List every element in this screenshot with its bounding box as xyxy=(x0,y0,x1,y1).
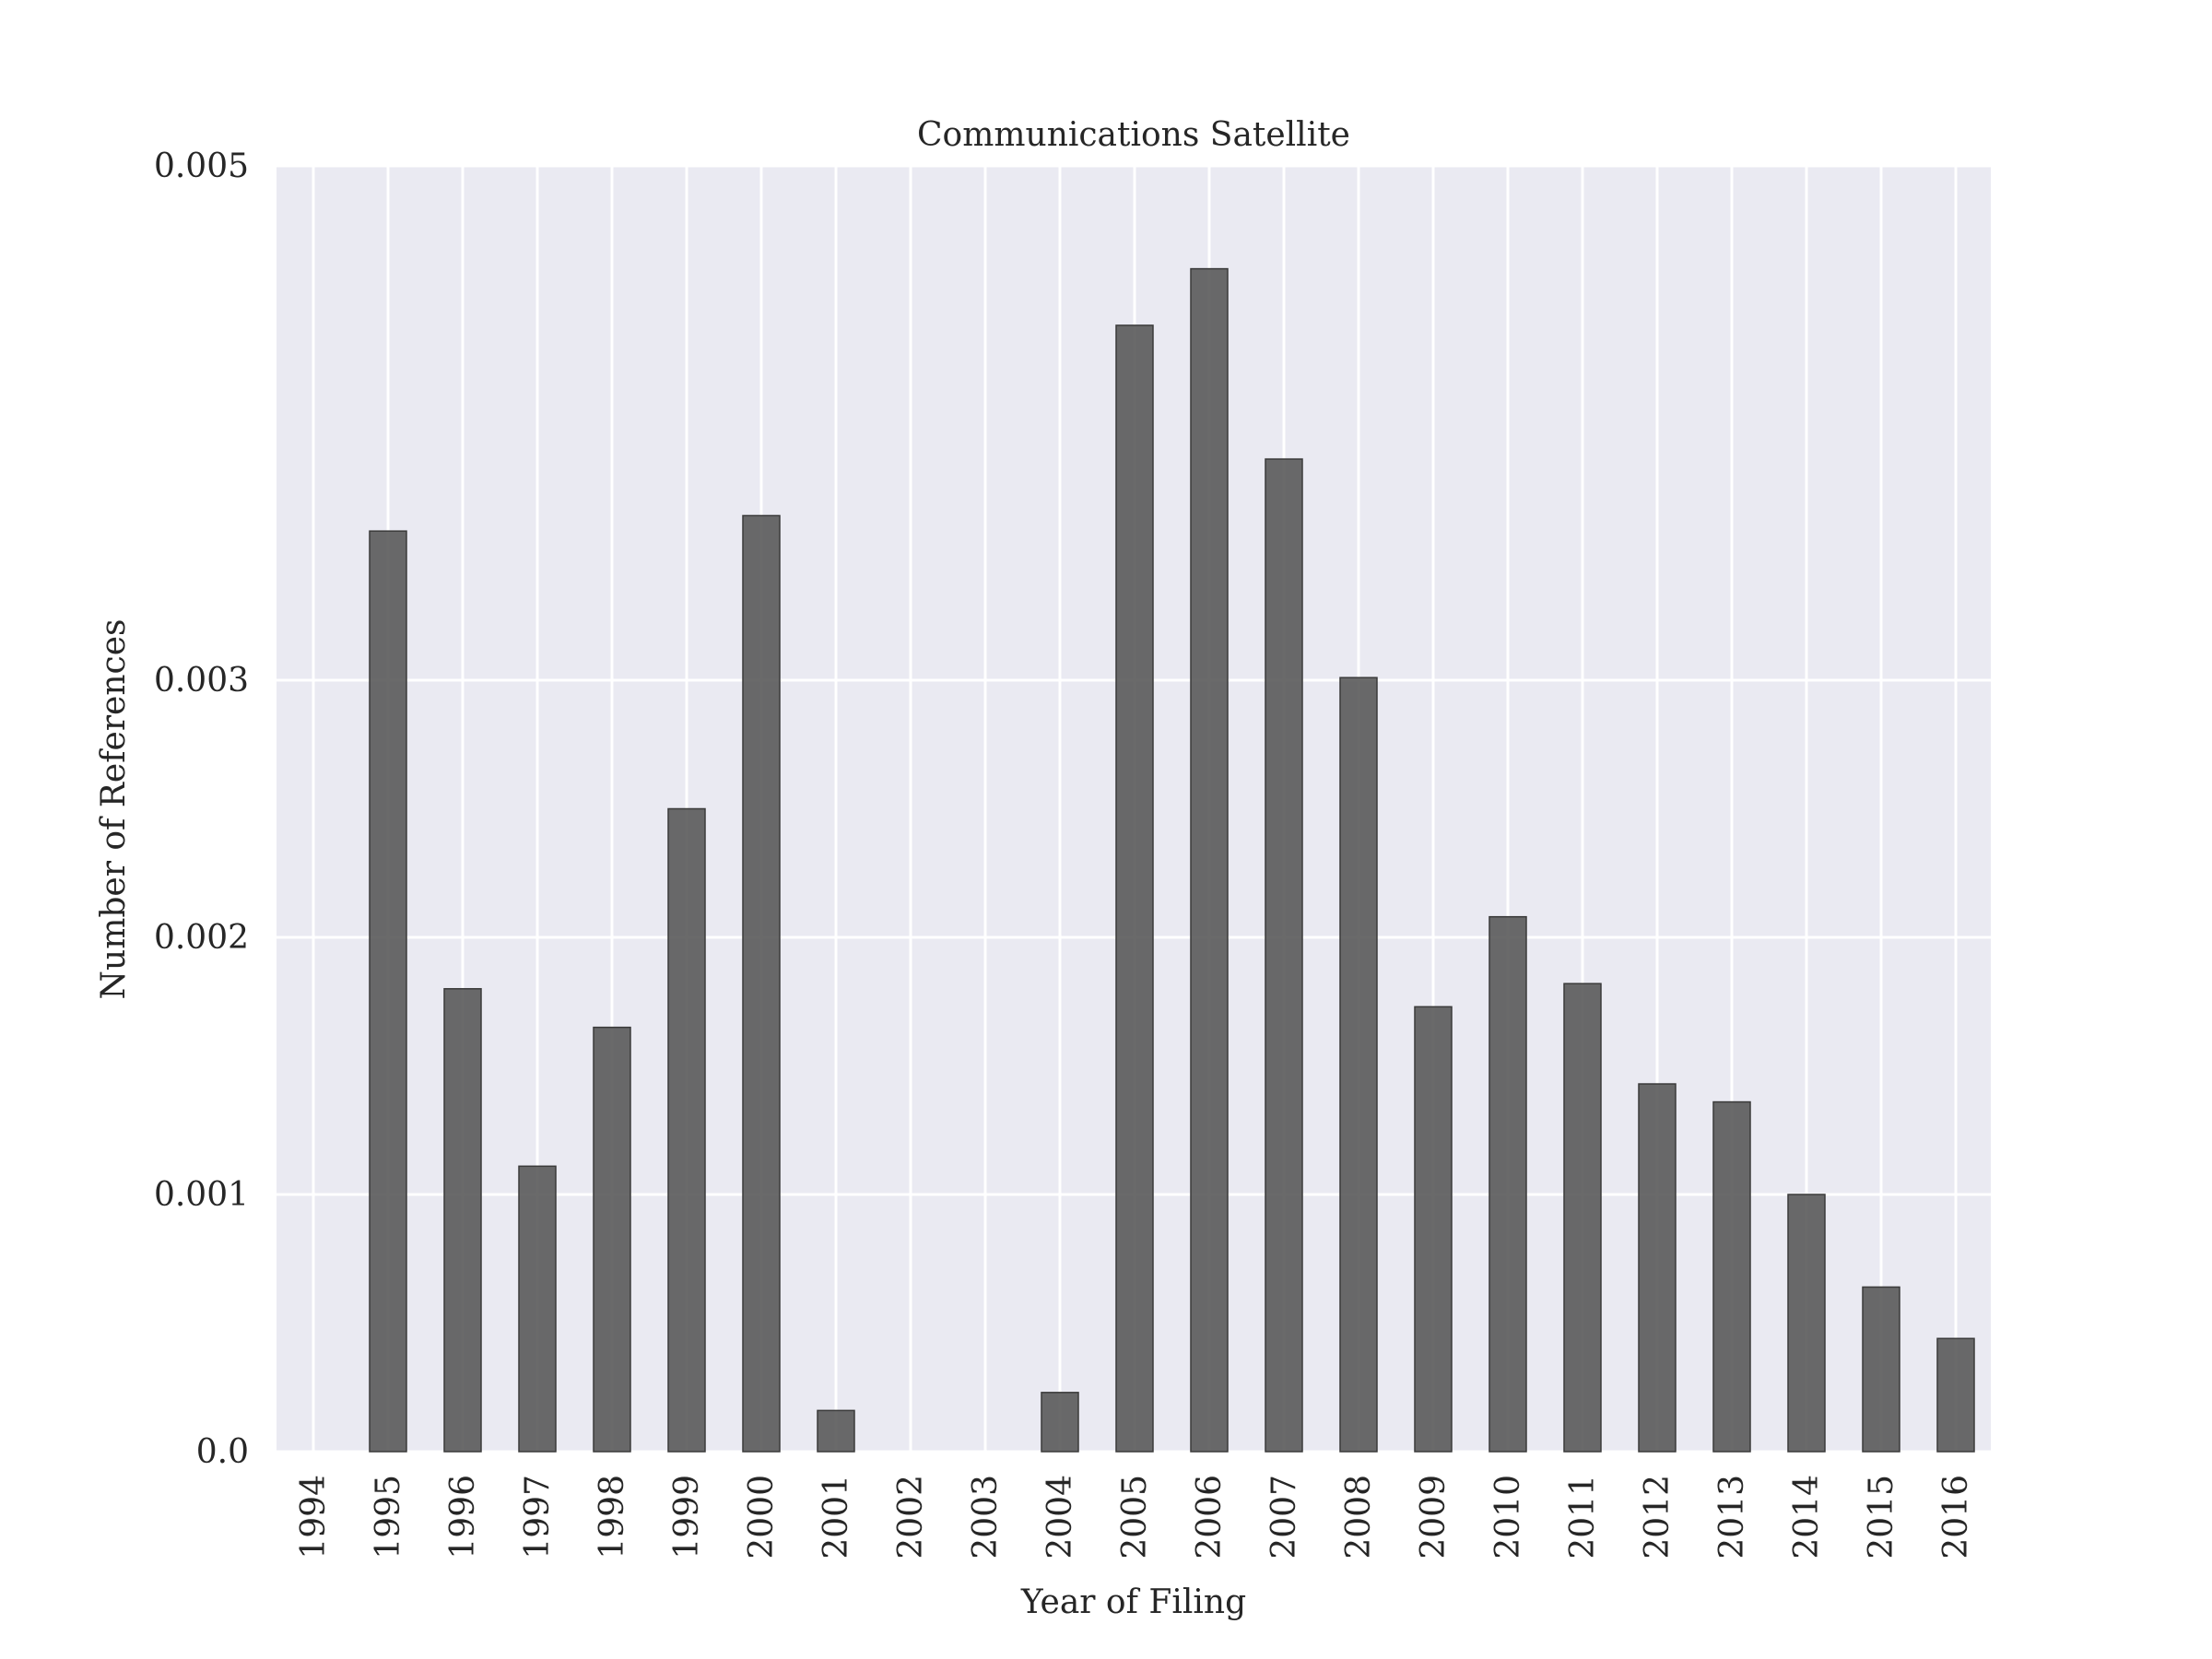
x-tick-label: 2010 xyxy=(1489,1475,1527,1559)
y-tick-label: 0.003 xyxy=(154,662,249,700)
x-tick-label: 1994 xyxy=(295,1475,333,1559)
bar-2009 xyxy=(1414,1006,1453,1453)
x-tick-label: 2001 xyxy=(818,1475,855,1559)
bar-2004 xyxy=(1041,1392,1079,1453)
x-tick-label: 2002 xyxy=(892,1475,930,1559)
x-tick-labels: 1994 1995 1996 1997 1998 1999 2000 2001 2002 2003… xyxy=(295,1475,1975,1559)
x-tick-label: 2013 xyxy=(1713,1475,1751,1559)
y-axis-label: Number of References xyxy=(95,619,133,1000)
bar-1996 xyxy=(443,988,482,1453)
y-tick-labels: 0.0 0.001 0.002 0.003 0.005 xyxy=(154,147,249,1471)
x-tick-label: 1997 xyxy=(519,1475,557,1559)
bar-2014 xyxy=(1787,1194,1826,1453)
x-tick-label: 2016 xyxy=(1937,1475,1975,1559)
x-tick-label: 1996 xyxy=(444,1475,482,1559)
x-tick-label: 2005 xyxy=(1116,1475,1154,1559)
x-tick-label: 2009 xyxy=(1415,1475,1453,1559)
x-tick-label: 2000 xyxy=(743,1475,781,1559)
x-tick-label: 2007 xyxy=(1265,1475,1303,1559)
x-tick-label: 2003 xyxy=(967,1475,1005,1559)
bar-1997 xyxy=(518,1165,557,1453)
y-tick-label: 0.001 xyxy=(154,1176,249,1214)
x-tick-label: 2014 xyxy=(1788,1475,1826,1559)
bar-2007 xyxy=(1265,458,1303,1453)
x-tick-label: 1995 xyxy=(370,1475,407,1559)
bar-2006 xyxy=(1190,267,1229,1453)
x-tick-label: 2008 xyxy=(1340,1475,1378,1559)
bar-2011 xyxy=(1563,982,1602,1453)
bar-2001 xyxy=(817,1409,855,1453)
bars xyxy=(369,267,1975,1453)
bar-2012 xyxy=(1638,1083,1677,1453)
bar-1998 xyxy=(593,1026,631,1453)
x-tick-label: 2015 xyxy=(1863,1475,1900,1559)
x-tick-label: 2006 xyxy=(1191,1475,1229,1559)
y-tick-label: 0.0 xyxy=(196,1433,249,1471)
bar-2013 xyxy=(1712,1100,1751,1453)
bar-2000 xyxy=(742,514,781,1453)
bar-1999 xyxy=(667,807,706,1453)
bar-2008 xyxy=(1339,677,1378,1453)
x-tick-label: 1999 xyxy=(668,1475,706,1559)
x-tick-label: 1998 xyxy=(594,1475,631,1559)
bar-2015 xyxy=(1862,1286,1900,1453)
x-tick-label: 2012 xyxy=(1639,1475,1677,1559)
x-tick-label: 2004 xyxy=(1041,1475,1079,1559)
y-tick-label: 0.002 xyxy=(154,919,249,957)
bar-2010 xyxy=(1488,915,1527,1453)
y-tick-label: 0.005 xyxy=(154,147,249,185)
bar-1995 xyxy=(369,530,407,1453)
chart-title: Communications Satellite xyxy=(917,116,1350,154)
bar-2005 xyxy=(1115,324,1154,1453)
x-tick-label: 2011 xyxy=(1564,1475,1602,1559)
bar-2016 xyxy=(1936,1337,1975,1453)
x-axis-label: Year of Filing xyxy=(1020,1583,1246,1621)
